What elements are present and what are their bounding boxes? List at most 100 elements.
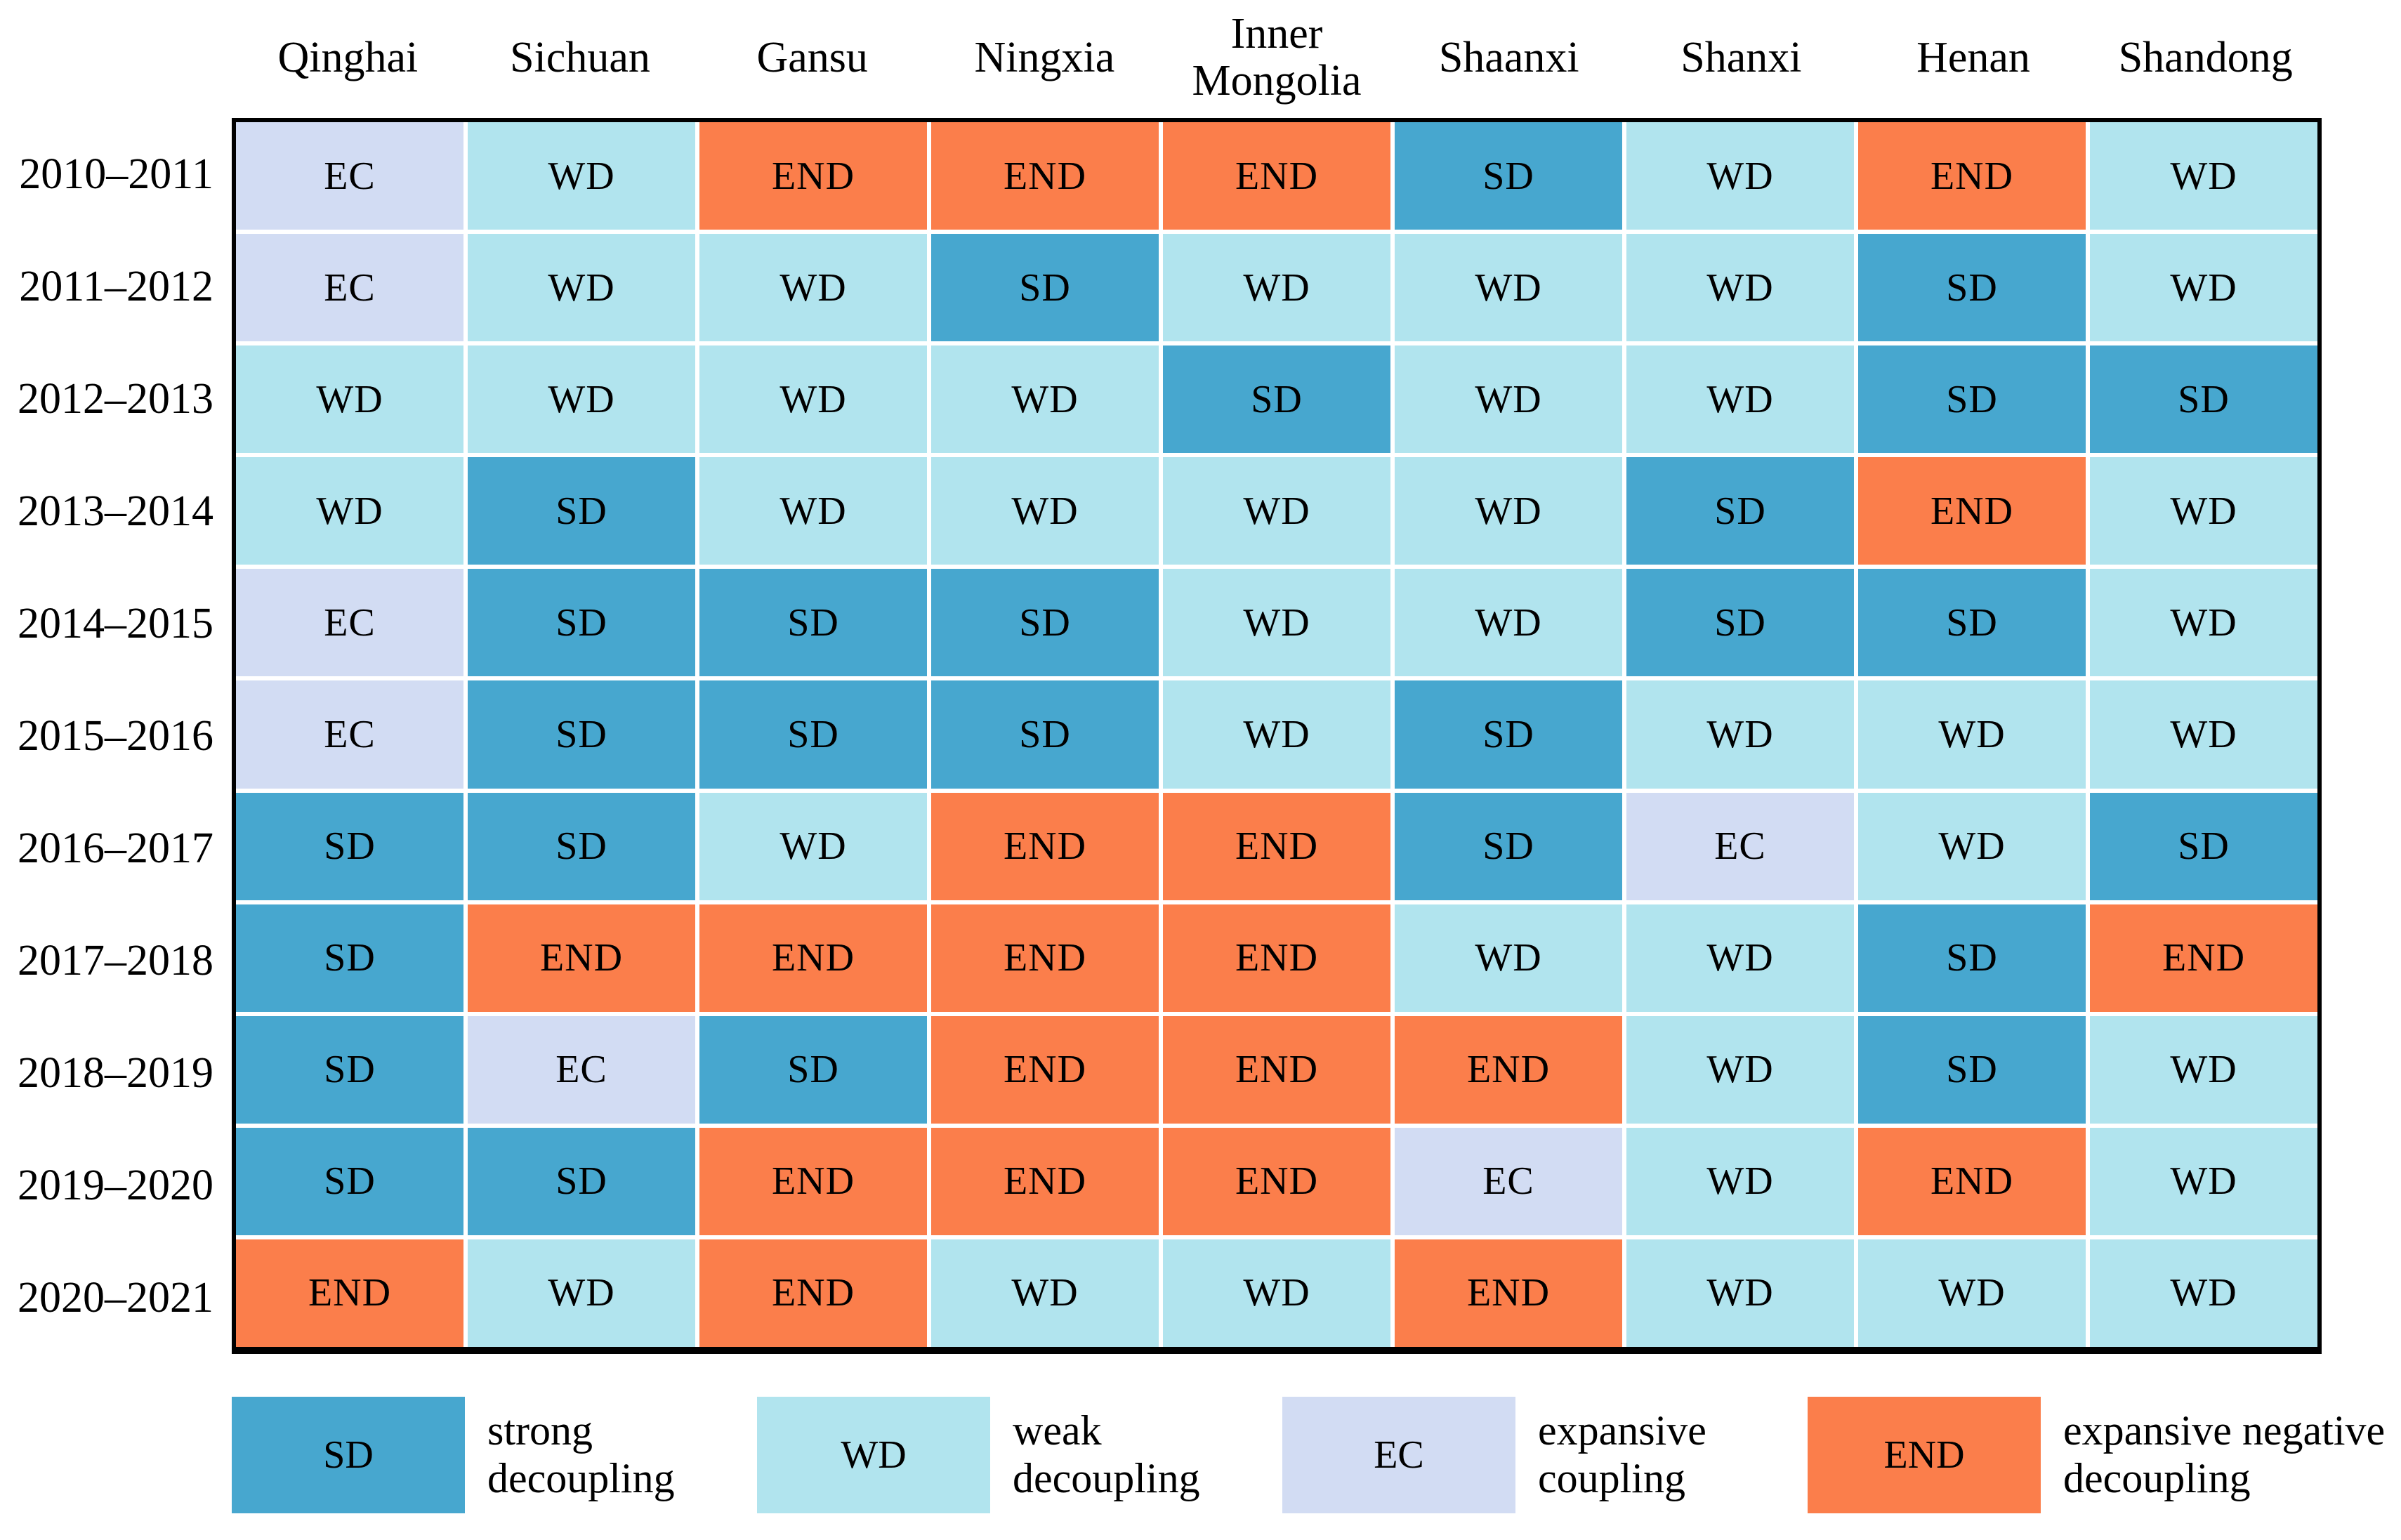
heatmap-cell: WD <box>1163 234 1390 342</box>
heatmap-cell: END <box>1163 1015 1390 1124</box>
column-header-henan: Henan <box>1916 33 2030 81</box>
heatmap-cell: WD <box>1626 122 1854 230</box>
row-label: 2011–2012 <box>19 262 213 310</box>
heatmap-cell: WD <box>1626 680 1854 789</box>
heatmap-cell: SD <box>2090 792 2317 900</box>
heatmap-cell: WD <box>2090 1015 2317 1124</box>
heatmap-cell: WD <box>1858 680 2086 789</box>
heatmap-cell: END <box>1163 792 1390 900</box>
row-label: 2010–2011 <box>19 150 213 198</box>
heatmap-cell: WD <box>2090 457 2317 565</box>
heatmap-cell: WD <box>1163 1239 1390 1347</box>
heatmap-cell: WD <box>2090 122 2317 230</box>
heatmap-cell: WD <box>468 345 695 454</box>
heatmap-cell: WD <box>2090 1239 2317 1347</box>
legend-item-ec: EC expansive coupling <box>1282 1397 1808 1513</box>
heatmap-cell: SD <box>1858 345 2086 454</box>
heatmap-cell: WD <box>931 345 1159 454</box>
column-header-shandong: Shandong <box>2118 33 2293 81</box>
column-header-qinghai: Qinghai <box>277 33 419 81</box>
heatmap-cell: SD <box>468 569 695 677</box>
row-label: 2016–2017 <box>18 824 213 872</box>
heatmap-cell: SD <box>931 234 1159 342</box>
heatmap-cell: WD <box>1626 1239 1854 1347</box>
heatmap-cell: SD <box>1626 569 1854 677</box>
heatmap-cell: WD <box>468 234 695 342</box>
heatmap-cell: SD <box>1395 792 1622 900</box>
heatmap-cell: WD <box>1626 234 1854 342</box>
heatmap-cell: END <box>931 122 1159 230</box>
heatmap-cell: WD <box>1858 792 2086 900</box>
heatmap-cell: WD <box>468 122 695 230</box>
heatmap-cell: WD <box>2090 569 2317 677</box>
heatmap-cell: EC <box>1395 1127 1622 1235</box>
heatmap-cell: END <box>1163 1127 1390 1235</box>
heatmap-cell: SD <box>468 792 695 900</box>
heatmap-cell: WD <box>1626 904 1854 1012</box>
heatmap-cell: END <box>1163 122 1390 230</box>
legend-description: expansive negative decoupling <box>2063 1407 2386 1501</box>
heatmap-cell: END <box>1395 1015 1622 1124</box>
legend-swatch-end: END <box>1808 1397 2041 1513</box>
heatmap-cell: END <box>699 122 927 230</box>
heatmap-cell: WD <box>1395 569 1622 677</box>
heatmap-cell: EC <box>236 122 463 230</box>
heatmap-cell: WD <box>1163 457 1390 565</box>
heatmap-cell: END <box>2090 904 2317 1012</box>
row-label: 2019–2020 <box>18 1161 213 1209</box>
heatmap-cell: WD <box>1395 457 1622 565</box>
row-label: 2017–2018 <box>18 936 213 985</box>
heatmap-cell: WD <box>1626 345 1854 454</box>
heatmap-cell: END <box>699 1239 927 1347</box>
heatmap-cell: END <box>699 904 927 1012</box>
column-header-inner-mongolia: Inner Mongolia <box>1192 10 1362 105</box>
legend-item-sd: SD strong decoupling <box>232 1397 757 1513</box>
row-label: 2020–2021 <box>18 1273 213 1322</box>
legend-swatch-sd: SD <box>232 1397 465 1513</box>
heatmap-cell: EC <box>236 569 463 677</box>
legend: SD strong decoupling WD weak decoupling EC ex… <box>232 1392 2395 1518</box>
legend-item-end: END expansive negative decoupling <box>1808 1397 2395 1513</box>
column-header-ningxia: Ningxia <box>974 33 1115 81</box>
heatmap-cell: WD <box>699 234 927 342</box>
column-header-gansu: Gansu <box>756 33 868 81</box>
heatmap-cell: WD <box>236 345 463 454</box>
heatmap-cell: WD <box>931 1239 1159 1347</box>
heatmap-cell: END <box>931 1015 1159 1124</box>
heatmap-cell: END <box>699 1127 927 1235</box>
heatmap-cell: WD <box>2090 680 2317 789</box>
legend-description: weak decoupling <box>1013 1407 1200 1501</box>
column-header-shanxi: Shanxi <box>1680 33 1802 81</box>
heatmap-cell: SD <box>1858 569 2086 677</box>
legend-description: expansive coupling <box>1538 1407 1706 1501</box>
column-header-shaanxi: Shaanxi <box>1438 33 1579 81</box>
heatmap-cell: WD <box>699 345 927 454</box>
column-headers: Qinghai Sichuan Gansu Ningxia Inner Mongolia… <box>232 0 2322 115</box>
row-label: 2018–2019 <box>18 1048 213 1097</box>
heatmap-cell: SD <box>699 569 927 677</box>
row-label: 2013–2014 <box>18 487 213 535</box>
heatmap-cell: WD <box>1626 1127 1854 1235</box>
heatmap-cell: SD <box>1395 680 1622 789</box>
heatmap-cell: SD <box>931 569 1159 677</box>
heatmap-grid: EC WD END END END SD WD END WD EC WD WD SD WD WD WD SD WD… <box>232 118 2322 1354</box>
heatmap-cell: SD <box>468 457 695 565</box>
heatmap-cell: WD <box>1395 904 1622 1012</box>
heatmap-cell: END <box>1858 122 2086 230</box>
heatmap-cell: EC <box>236 234 463 342</box>
heatmap-cell: WD <box>468 1239 695 1347</box>
heatmap-cell: WD <box>1395 234 1622 342</box>
heatmap-cell: SD <box>1163 345 1390 454</box>
heatmap-cell: SD <box>1858 904 2086 1012</box>
legend-description: strong decoupling <box>487 1407 675 1501</box>
heatmap-cell: EC <box>468 1015 695 1124</box>
heatmap-cell: WD <box>1163 569 1390 677</box>
heatmap-cell: END <box>931 792 1159 900</box>
heatmap-cell: WD <box>699 792 927 900</box>
heatmap-cell: WD <box>2090 1127 2317 1235</box>
row-labels: 2010–2011 2011–2012 2012–2013 2013–2014 2014… <box>0 118 219 1354</box>
column-header-sichuan: Sichuan <box>510 33 650 81</box>
row-label: 2012–2013 <box>18 374 213 423</box>
heatmap-cell: END <box>468 904 695 1012</box>
